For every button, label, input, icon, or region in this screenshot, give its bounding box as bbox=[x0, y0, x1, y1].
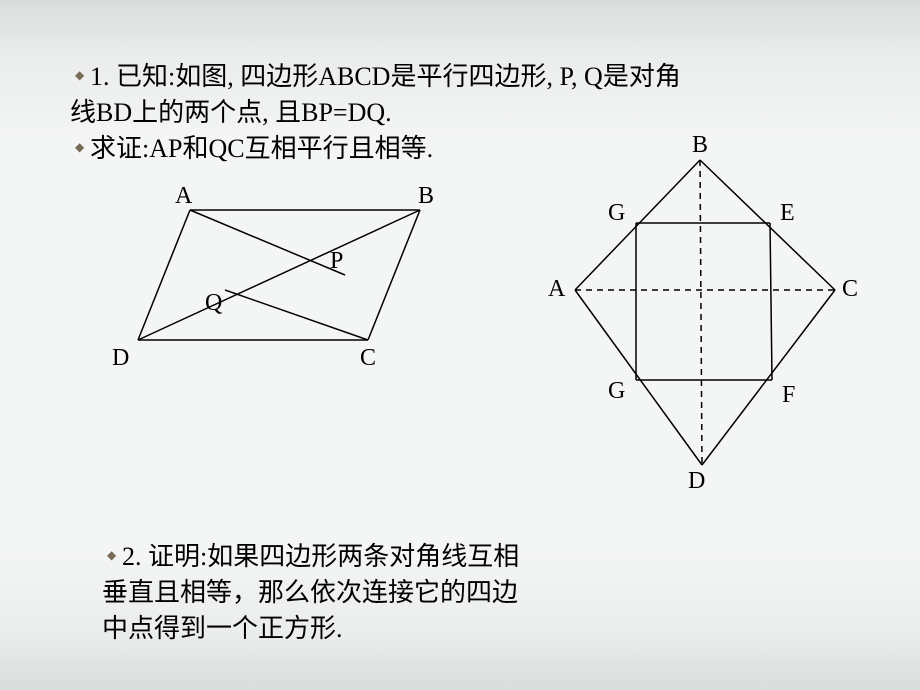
fig2-label-D: D bbox=[688, 468, 705, 495]
p2-line2: 垂直且相等，那么依次连接它的四边 bbox=[102, 572, 518, 609]
fig2-label-G2: G bbox=[608, 378, 625, 405]
bullet-icon: ◆ bbox=[107, 548, 116, 563]
fig2-label-B: B bbox=[692, 132, 708, 159]
fig2-label-G1: G bbox=[608, 200, 625, 227]
fig2-label-A: A bbox=[548, 276, 565, 303]
fig2-label-C: C bbox=[842, 276, 858, 303]
p2-line3: 中点得到一个正方形. bbox=[102, 608, 343, 645]
fig2-label-F: F bbox=[782, 382, 795, 409]
p2-line1: 2. 证明:如果四边形两条对角线互相 bbox=[122, 536, 519, 573]
fig2-label-E: E bbox=[780, 200, 795, 227]
